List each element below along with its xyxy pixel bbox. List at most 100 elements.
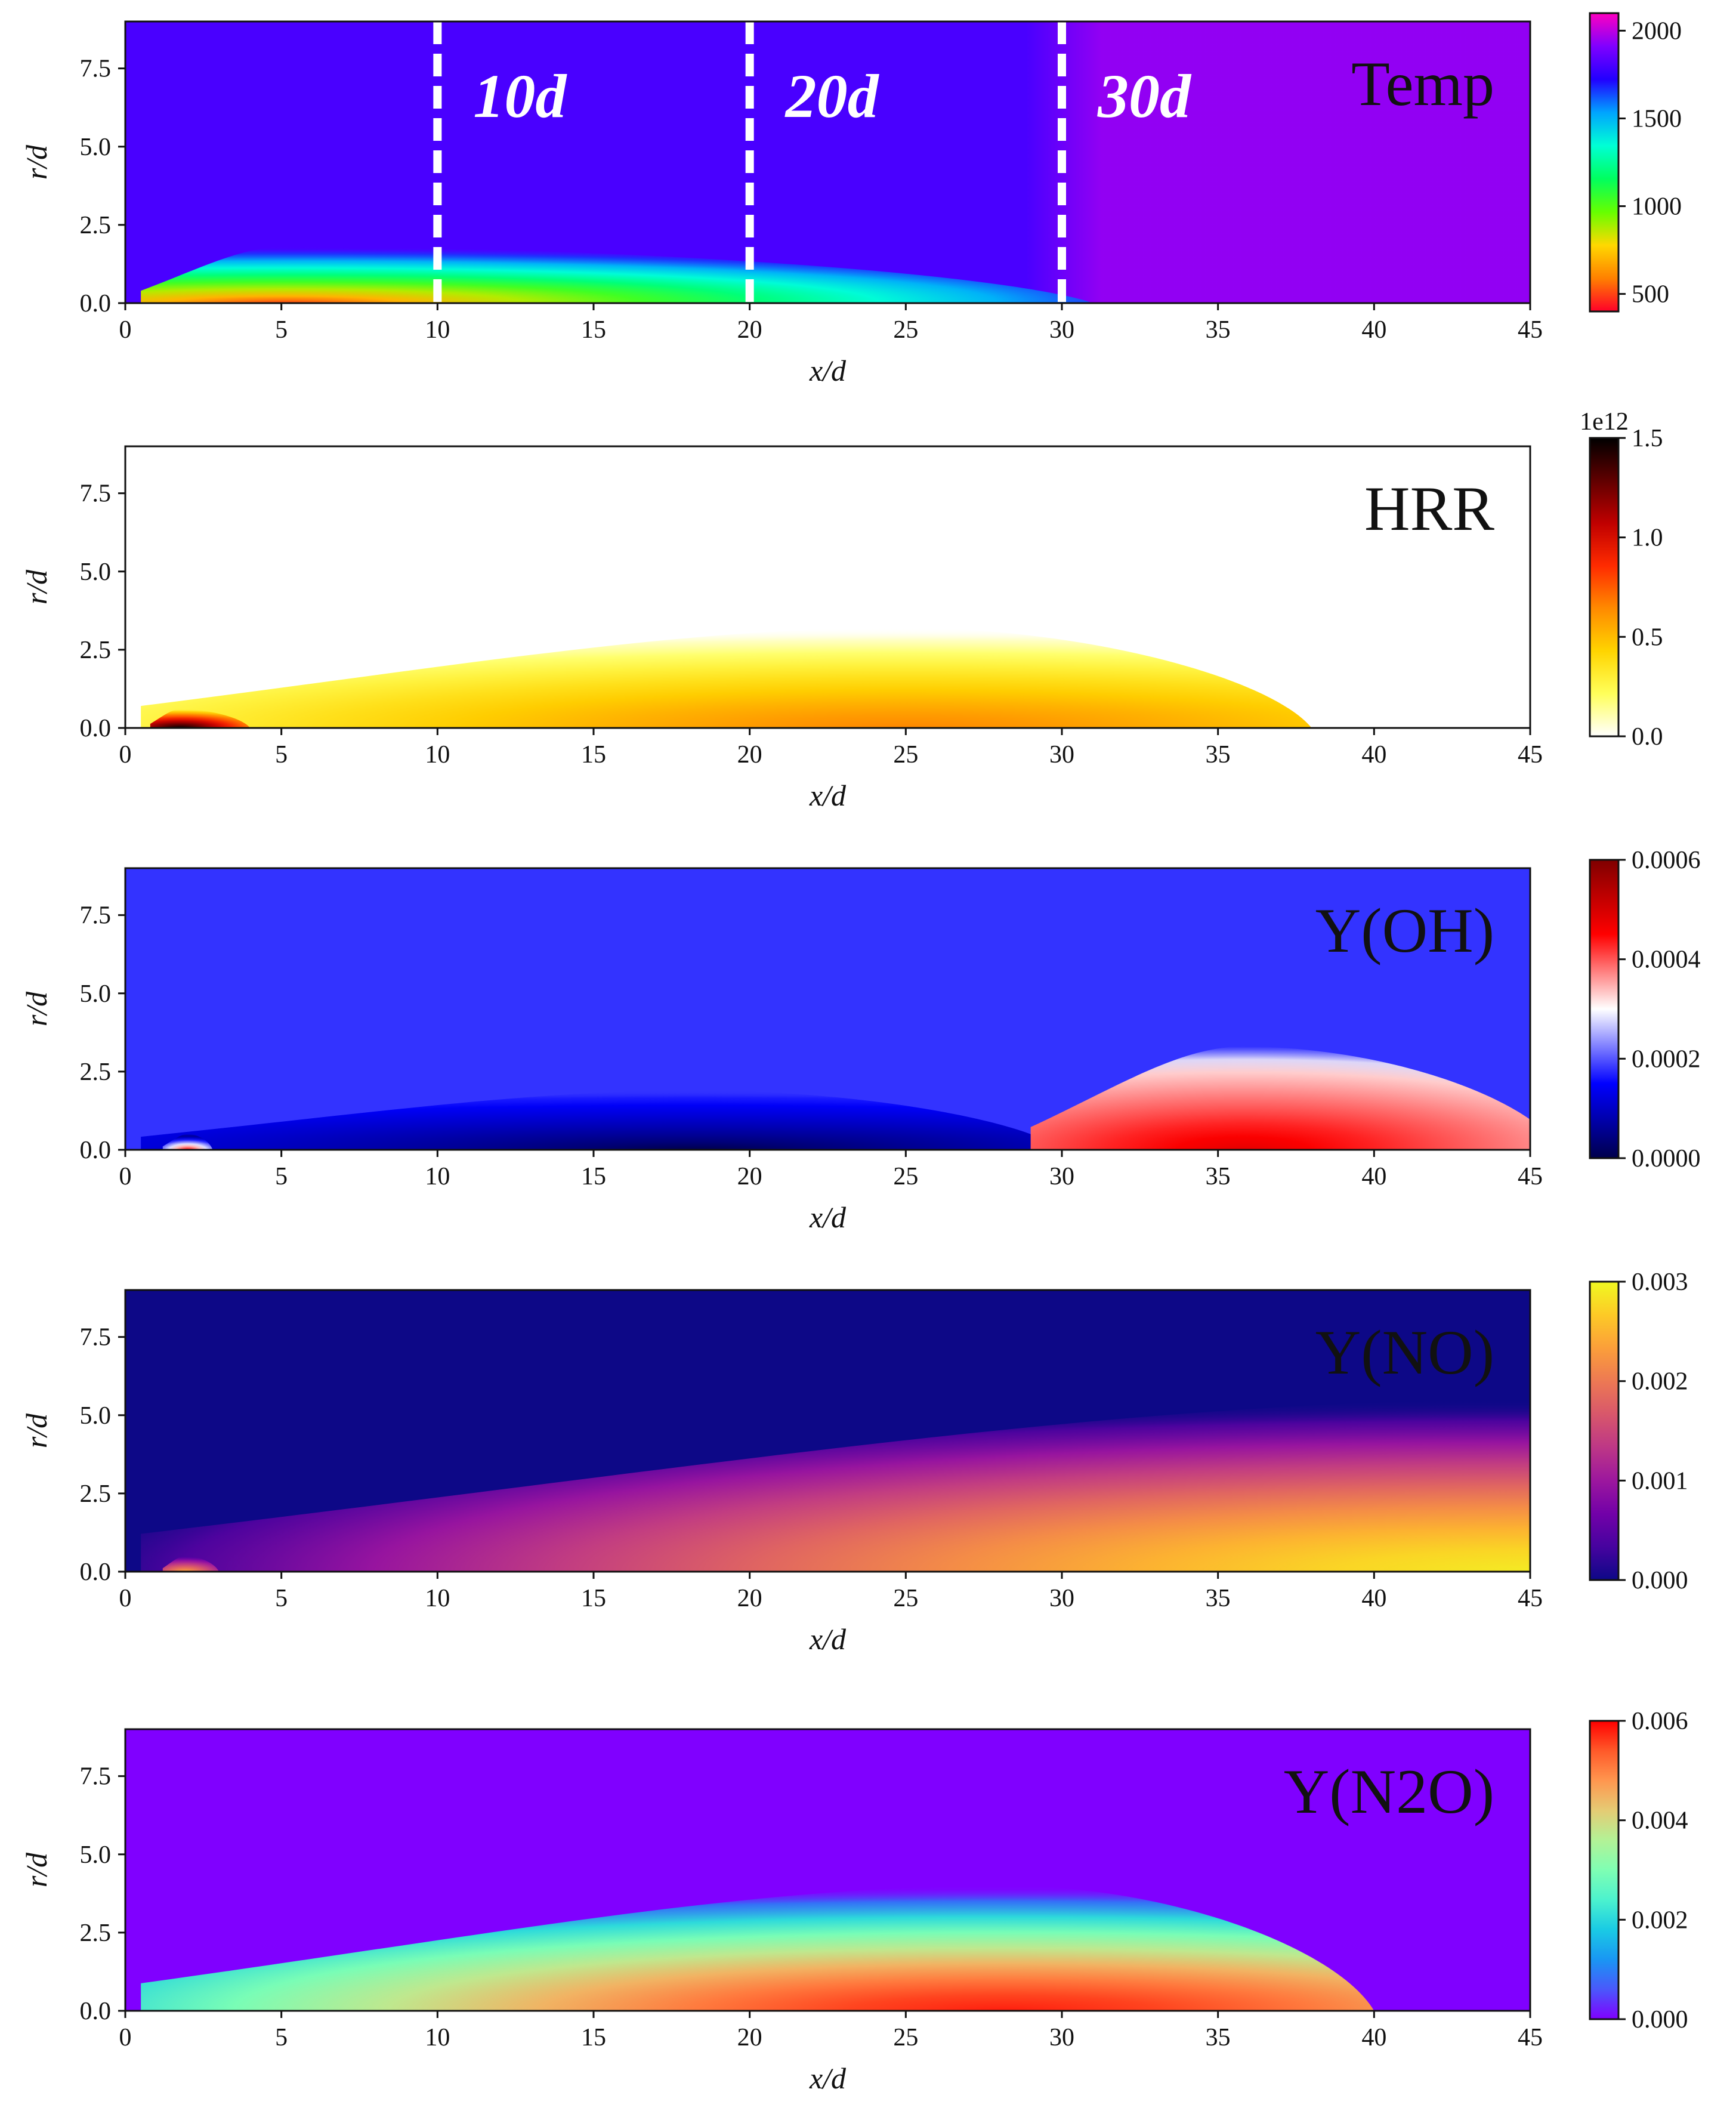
y-tick-label: 5.0 [80, 980, 112, 1008]
downstream-region [1026, 21, 1530, 303]
heatmap-field [125, 1290, 1530, 1572]
y-tick-label: 5.0 [80, 558, 112, 586]
x-tick-label: 5 [275, 1163, 288, 1190]
x-tick-label: 45 [1518, 316, 1543, 344]
plume-region [141, 628, 1312, 728]
heatmap-field [125, 868, 1530, 1150]
x-axis-label: x/d [809, 779, 847, 812]
x-tick-label: 35 [1206, 1163, 1231, 1190]
x-tick-label: 10 [425, 741, 450, 769]
x-tick-label: 20 [737, 741, 762, 769]
colorbar-tick-label: 0.0002 [1632, 1045, 1701, 1073]
x-tick-label: 10 [425, 2024, 450, 2051]
x-tick-label: 25 [893, 2024, 918, 2051]
colorbar [1590, 860, 1618, 1158]
x-tick-label: 0 [119, 1585, 132, 1612]
chart-panel: Y(NO) 0 5 10 15 20 25 30 35 40 45 0.0 2.5 5.0 7.5 x/d r/… [20, 1269, 1688, 1656]
colorbar [1590, 438, 1618, 736]
x-tick-label: 0 [119, 1163, 132, 1190]
panel-title: Y(OH) [1315, 896, 1494, 965]
chart-panel: HRR 0 5 10 15 20 25 30 35 40 45 0.0 2.5 5.0 7.5 x/d r/d 0… [20, 408, 1663, 812]
plume-region [141, 1090, 1062, 1150]
x-tick-label: 5 [275, 741, 288, 769]
colorbar-tick-label: 0.001 [1632, 1467, 1688, 1495]
heatmap-field [125, 446, 1530, 728]
colorbar-frame [1589, 437, 1620, 738]
plot-frame [124, 1289, 1531, 1573]
colorbar-tick-label: 1.5 [1632, 425, 1663, 452]
x-tick-label: 40 [1361, 2024, 1386, 2051]
colorbar-tick-label: 1.0 [1632, 524, 1663, 552]
x-tick-label: 15 [581, 741, 606, 769]
colorbar-tick-label: 0.002 [1632, 1906, 1688, 1934]
colorbar-tick-label: 0.0 [1632, 723, 1663, 751]
colorbar-tick-label: 1000 [1632, 193, 1682, 221]
y-tick-label: 0.0 [80, 1137, 112, 1164]
x-axis-label: x/d [809, 354, 847, 387]
plot-frame [124, 1728, 1531, 2012]
plot-frame [124, 867, 1531, 1151]
x-tick-label: 0 [119, 316, 132, 344]
y-tick-label: 2.5 [80, 1920, 112, 1947]
colorbar-tick-label: 0.004 [1632, 1807, 1688, 1835]
y-axis-label: r/d [20, 1413, 53, 1448]
y-tick-label: 2.5 [80, 1480, 112, 1508]
chart-panel: Y(OH) 0 5 10 15 20 25 30 35 40 45 0.0 2.5 5.0 7.5 x/d r/… [20, 847, 1701, 1234]
y-tick-label: 7.5 [80, 1324, 112, 1351]
x-tick-label: 20 [737, 1585, 762, 1612]
colorbar-tick-label: 0.0006 [1632, 847, 1701, 874]
x-tick-label: 10 [425, 316, 450, 344]
colorbar-tick-label: 0.000 [1632, 1567, 1688, 1594]
x-tick-label: 5 [275, 1585, 288, 1612]
x-tick-label: 20 [737, 1163, 762, 1190]
x-tick-label: 45 [1518, 1163, 1543, 1190]
x-tick-label: 15 [581, 316, 606, 344]
y-tick-label: 0.0 [80, 290, 112, 317]
x-tick-label: 30 [1049, 741, 1074, 769]
y-axis-label: r/d [20, 991, 53, 1026]
x-tick-label: 25 [893, 1163, 918, 1190]
x-tick-label: 40 [1361, 741, 1386, 769]
y-tick-label: 7.5 [80, 55, 112, 83]
colorbar-tick-label: 1500 [1632, 105, 1682, 132]
plot-frame [124, 20, 1531, 304]
y-tick-label: 0.0 [80, 1559, 112, 1586]
x-tick-label: 25 [893, 741, 918, 769]
panel-title: Y(NO) [1315, 1317, 1494, 1387]
x-tick-label: 30 [1049, 1585, 1074, 1612]
x-tick-label: 20 [737, 2024, 762, 2051]
colorbar-tick-label: 0.000 [1632, 2006, 1688, 2033]
x-tick-label: 30 [1049, 2024, 1074, 2051]
x-tick-label: 10 [425, 1163, 450, 1190]
x-tick-label: 40 [1361, 1163, 1386, 1190]
y-tick-label: 7.5 [80, 902, 112, 930]
annotation-label: 30d [1097, 62, 1192, 131]
panel-title: HRR [1364, 474, 1494, 544]
plume-region [162, 1134, 213, 1150]
chart-panel: Y(N2O) 0 5 10 15 20 25 30 35 40 45 0.0 2.5 5.0 7.5 x/d r… [20, 1708, 1688, 2095]
plume-region [1030, 1046, 1530, 1150]
plot-frame [124, 445, 1531, 729]
y-tick-label: 2.5 [80, 637, 112, 664]
colorbar-tick-label: 0.0000 [1632, 1145, 1701, 1172]
x-tick-label: 45 [1518, 2024, 1543, 2051]
x-tick-label: 35 [1206, 316, 1231, 344]
colorbar-tick-label: 2000 [1632, 17, 1682, 45]
x-tick-label: 5 [275, 316, 288, 344]
colorbar-tick-label: 500 [1632, 281, 1669, 308]
chart-panel: 10d 20d 30d Temp 0 5 10 15 20 25 30 35 40 45 0.0 2.5 5.0… [20, 12, 1682, 387]
plume-region [141, 246, 1094, 303]
colorbar [1590, 1282, 1618, 1580]
x-axis-label: x/d [809, 2062, 847, 2095]
plume-region [162, 1556, 219, 1572]
colorbar-tick-label: 0.5 [1632, 624, 1663, 651]
colorbar-offset-label: 1e12 [1580, 408, 1629, 436]
colorbar-tick-label: 0.006 [1632, 1708, 1688, 1735]
y-tick-label: 2.5 [80, 212, 112, 239]
heatmap-field [125, 21, 1530, 303]
y-tick-label: 5.0 [80, 1841, 112, 1869]
y-tick-label: 2.5 [80, 1059, 112, 1086]
x-tick-label: 20 [737, 316, 762, 344]
x-tick-label: 30 [1049, 316, 1074, 344]
